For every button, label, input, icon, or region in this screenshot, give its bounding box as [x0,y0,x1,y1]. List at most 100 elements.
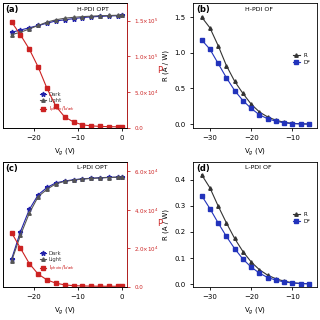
Light [72,178,76,182]
I$_{photo}$/I$_{dark}$ [98,124,102,128]
Light [36,195,40,198]
D* [291,281,294,285]
D* [233,89,236,92]
Light [54,182,58,186]
I$_{photo}$/I$_{dark}$ [72,284,76,288]
X-axis label: V$_g$ (V): V$_g$ (V) [54,147,76,158]
Light [45,20,49,24]
D* [241,257,245,261]
Line: D*: D* [200,194,311,285]
I$_{photo}$/I$_{dark}$ [120,125,124,129]
Dark [19,230,22,234]
D* [274,278,278,282]
D* [224,76,228,80]
D* [307,122,311,126]
R [266,273,269,277]
R [249,102,253,106]
R [200,15,204,19]
Dark [98,176,102,180]
I$_{photo}$/I$_{dark}$ [54,104,58,108]
Text: (c): (c) [5,164,18,173]
Dark [63,18,67,22]
Text: L-PDI OPT: L-PDI OPT [77,165,108,171]
Legend: Dark, Light, I$_{photo}$/I$_{dark}$: Dark, Light, I$_{photo}$/I$_{dark}$ [40,92,75,115]
D* [224,235,228,238]
Light [19,233,22,237]
Light [98,176,102,180]
R [291,122,294,125]
I$_{photo}$/I$_{dark}$ [116,284,120,288]
Light [54,18,58,22]
R [258,268,261,272]
R [249,260,253,264]
Light [28,211,31,215]
Dark [45,186,49,189]
Line: Light: Light [10,13,124,36]
Dark [81,16,84,20]
Dark [72,178,76,182]
D* [266,117,269,121]
Light [63,180,67,183]
R [233,79,236,83]
I$_{photo}$/I$_{dark}$ [36,272,40,276]
Legend: R, D*: R, D* [291,51,313,67]
D* [200,38,204,42]
R [307,282,311,286]
R [216,44,220,47]
Light [89,14,93,18]
R [274,277,278,281]
X-axis label: V$_g$ (V): V$_g$ (V) [244,147,266,158]
Dark [81,177,84,181]
R [241,250,245,253]
D* [282,121,286,125]
I$_{photo}$/I$_{dark}$ [19,33,22,37]
R [224,64,228,68]
Light [120,13,124,17]
R [282,279,286,283]
Dark [10,30,13,34]
D* [216,61,220,65]
Y-axis label: R (A / W): R (A / W) [163,50,169,81]
Dark [98,14,102,18]
R [241,92,245,95]
Light [36,24,40,28]
I$_{photo}$/I$_{dark}$ [107,125,111,129]
Dark [120,13,124,17]
Dark [36,193,40,197]
X-axis label: V$_g$ (V): V$_g$ (V) [54,306,76,317]
Light [107,176,111,180]
D* [233,247,236,251]
Light [116,175,120,179]
Text: (a): (a) [5,5,19,14]
D* [299,122,303,126]
D* [291,122,294,125]
R [258,110,261,114]
Text: (b): (b) [196,5,210,14]
Dark [45,21,49,25]
Light [98,14,102,18]
R [299,282,303,285]
D* [266,276,269,279]
R [233,236,236,240]
Line: D*: D* [200,38,311,126]
I$_{photo}$/I$_{dark}$ [98,284,102,288]
Light [10,33,13,36]
Light [81,177,84,181]
R [208,26,212,30]
Light [45,188,49,191]
R [299,122,303,126]
D* [249,107,253,110]
I$_{photo}$/I$_{dark}$ [72,120,76,124]
Legend: R, D*: R, D* [291,210,313,226]
D* [282,280,286,284]
R [266,115,269,119]
Dark [72,17,76,20]
Dark [54,19,58,23]
D* [258,271,261,275]
I$_{photo}$/I$_{dark}$ [89,284,93,288]
I$_{photo}$/I$_{dark}$ [19,246,22,250]
D* [299,282,303,285]
Text: H-PDI OPT: H-PDI OPT [77,6,109,12]
R [208,186,212,190]
Text: P: P [157,66,163,75]
